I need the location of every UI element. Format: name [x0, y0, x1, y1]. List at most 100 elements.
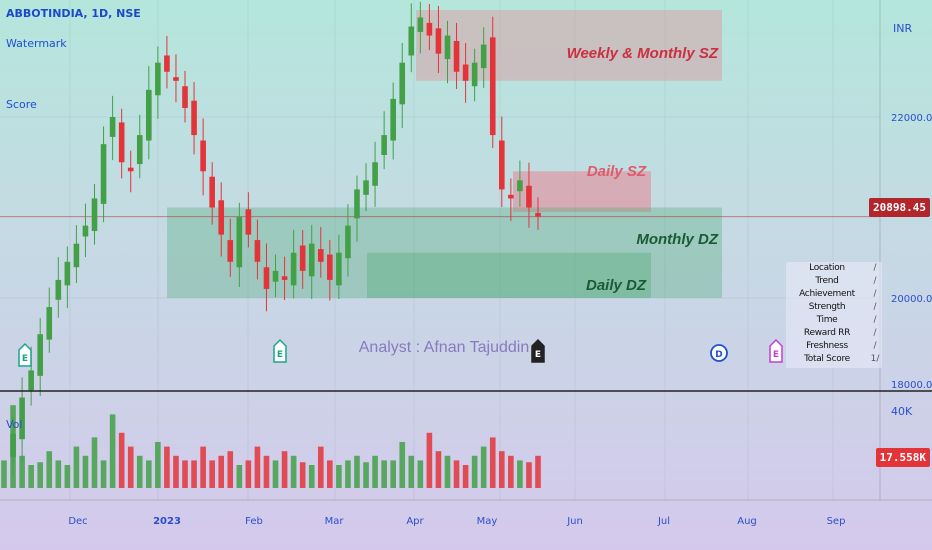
score-row-value: /	[873, 302, 877, 312]
volume-bar	[453, 460, 460, 488]
zone-1	[513, 171, 651, 213]
score-row-label: Reward RR	[803, 328, 851, 338]
price-tick-label: 22000.00	[891, 113, 932, 124]
event-marker-label: E	[535, 350, 541, 360]
score-row-value: /	[873, 341, 877, 351]
volume-bar	[164, 446, 170, 488]
current-price-badge: 20898.45	[869, 198, 930, 217]
zone-label-1: Daily SZ	[587, 163, 647, 180]
candle-body	[299, 245, 306, 271]
score-row-value: /	[873, 276, 877, 286]
candle-body	[471, 62, 478, 87]
earnings-marker-icon	[531, 338, 545, 363]
symbol-title[interactable]: ABBOTINDIA, 1D, NSE	[6, 7, 141, 20]
volume-tick-label: 40K	[891, 405, 913, 418]
volume-bar	[118, 432, 125, 488]
analyst-watermark: Analyst : Afnan Tajuddin	[359, 339, 530, 356]
time-tick-label: Feb	[245, 516, 263, 527]
volume-bar	[91, 437, 98, 488]
candle-body	[281, 276, 288, 280]
zone-label-0: Weekly & Monthly SZ	[567, 45, 719, 62]
volume-bar	[37, 462, 44, 488]
volume-bar	[345, 460, 351, 488]
volume-bar	[146, 460, 152, 488]
candle-body	[200, 140, 206, 172]
zone-3	[367, 252, 651, 298]
time-tick-label: Dec	[68, 516, 87, 527]
candle-body	[118, 122, 125, 163]
time-tick-label: Aug	[737, 516, 757, 527]
event-marker-4[interactable]: E	[769, 338, 783, 363]
score-row-value: 1/	[870, 354, 880, 364]
score-indicator-label[interactable]: Score	[6, 98, 37, 111]
candle-body	[354, 189, 360, 219]
score-row: Freshness /	[786, 340, 882, 353]
score-row: Reward RR /	[786, 327, 882, 340]
candle-body	[453, 40, 460, 72]
candle-body	[182, 86, 188, 108]
candle-body	[173, 77, 179, 81]
score-row: Achievement /	[786, 288, 882, 301]
event-marker-2[interactable]: E	[531, 338, 545, 363]
volume-bar	[155, 442, 161, 488]
zone-label-3: Daily DZ	[586, 277, 647, 294]
volume-bar	[526, 462, 532, 488]
candle-body	[28, 370, 34, 391]
event-marker-label: E	[277, 350, 283, 360]
volume-bar	[317, 446, 324, 488]
volume-bar	[100, 460, 107, 488]
volume-bar	[1, 460, 7, 488]
candle-body	[462, 64, 469, 81]
current-volume-badge: 17.558K	[875, 448, 930, 467]
candle-body	[146, 89, 152, 141]
volume-bar	[245, 460, 252, 488]
candle-body	[64, 261, 71, 286]
time-tick-label: Jun	[566, 516, 583, 527]
candle-body	[535, 212, 541, 217]
event-marker-1[interactable]: E	[273, 338, 287, 363]
candle-body	[517, 180, 523, 192]
candle-body	[254, 240, 261, 262]
candle-body	[498, 140, 505, 190]
volume-bar	[372, 455, 378, 488]
event-marker-3[interactable]: D	[710, 344, 728, 362]
volume-bar	[200, 446, 206, 488]
volume-bar	[399, 442, 406, 488]
volume-bar	[408, 455, 415, 488]
score-row-value: /	[873, 289, 877, 299]
score-row-label: Freshness	[806, 341, 848, 351]
score-row: Time /	[786, 314, 882, 327]
volume-bar	[218, 455, 225, 488]
volume-bar	[64, 465, 71, 488]
volume-bar	[327, 460, 333, 488]
volume-bar	[109, 414, 116, 488]
event-marker-label: E	[773, 350, 779, 360]
volume-bar	[336, 465, 342, 488]
candle-body	[127, 167, 134, 172]
volume-bar	[281, 451, 288, 488]
volume-bar	[462, 465, 469, 488]
volume-bar	[136, 455, 143, 488]
time-tick-label: Apr	[406, 516, 424, 527]
volume-bar	[10, 405, 16, 488]
volume-bar	[299, 462, 306, 488]
event-marker-0[interactable]: E	[18, 342, 32, 367]
candle-body	[390, 98, 396, 141]
candle-body	[245, 209, 252, 235]
volume-bar	[517, 460, 523, 488]
watermark-indicator-label[interactable]: Watermark	[6, 37, 67, 50]
volume-bar	[417, 460, 424, 488]
candle-body	[435, 28, 442, 54]
candle-body	[417, 17, 424, 32]
volume-bar	[254, 446, 261, 488]
volume-bar	[182, 460, 188, 488]
score-row-label: Time	[816, 315, 838, 325]
candle-body	[73, 243, 80, 268]
candle-body	[317, 249, 324, 262]
candle-body	[526, 185, 532, 208]
candle-body	[236, 216, 243, 268]
candle-body	[227, 240, 234, 262]
volume-bar	[498, 451, 505, 488]
dividend-marker-icon	[710, 344, 728, 362]
